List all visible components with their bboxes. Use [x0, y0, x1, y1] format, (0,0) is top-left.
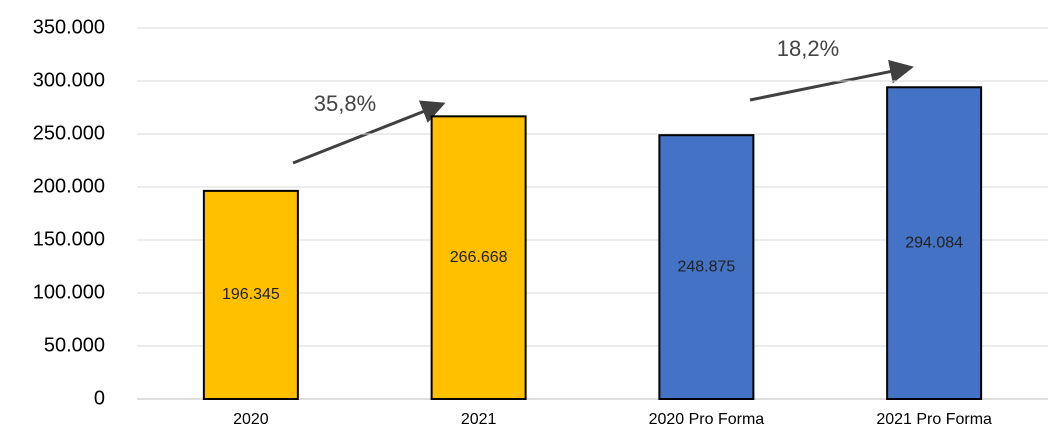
bar — [658, 134, 755, 400]
y-tick-label: 300.000 — [33, 69, 105, 91]
x-tick-label: 2020 — [233, 411, 269, 428]
y-tick-label: 250.000 — [33, 122, 105, 144]
y-tick-label: 350.000 — [33, 16, 105, 38]
bar — [430, 115, 527, 401]
annotation: 18,2% — [777, 36, 839, 61]
x-tick-label: 2021 — [461, 411, 497, 428]
bar — [202, 189, 299, 400]
arrow — [749, 59, 914, 102]
value-label: 248.875 — [677, 258, 735, 275]
value-label: 266.668 — [450, 249, 508, 266]
y-tick-label: 0 — [94, 387, 105, 409]
y-tick-label: 150.000 — [33, 228, 105, 250]
annotation: 35,8% — [314, 91, 376, 116]
y-tick-label: 50.000 — [44, 334, 105, 356]
value-label: 294.084 — [905, 234, 963, 251]
bar — [886, 86, 983, 400]
value-label: 196.345 — [222, 286, 280, 303]
y-tick-label: 200.000 — [33, 175, 105, 197]
x-tick-label: 2020 Pro Forma — [649, 411, 765, 428]
y-tick-label: 100.000 — [33, 281, 105, 303]
x-tick-label: 2021 Pro Forma — [876, 411, 992, 428]
